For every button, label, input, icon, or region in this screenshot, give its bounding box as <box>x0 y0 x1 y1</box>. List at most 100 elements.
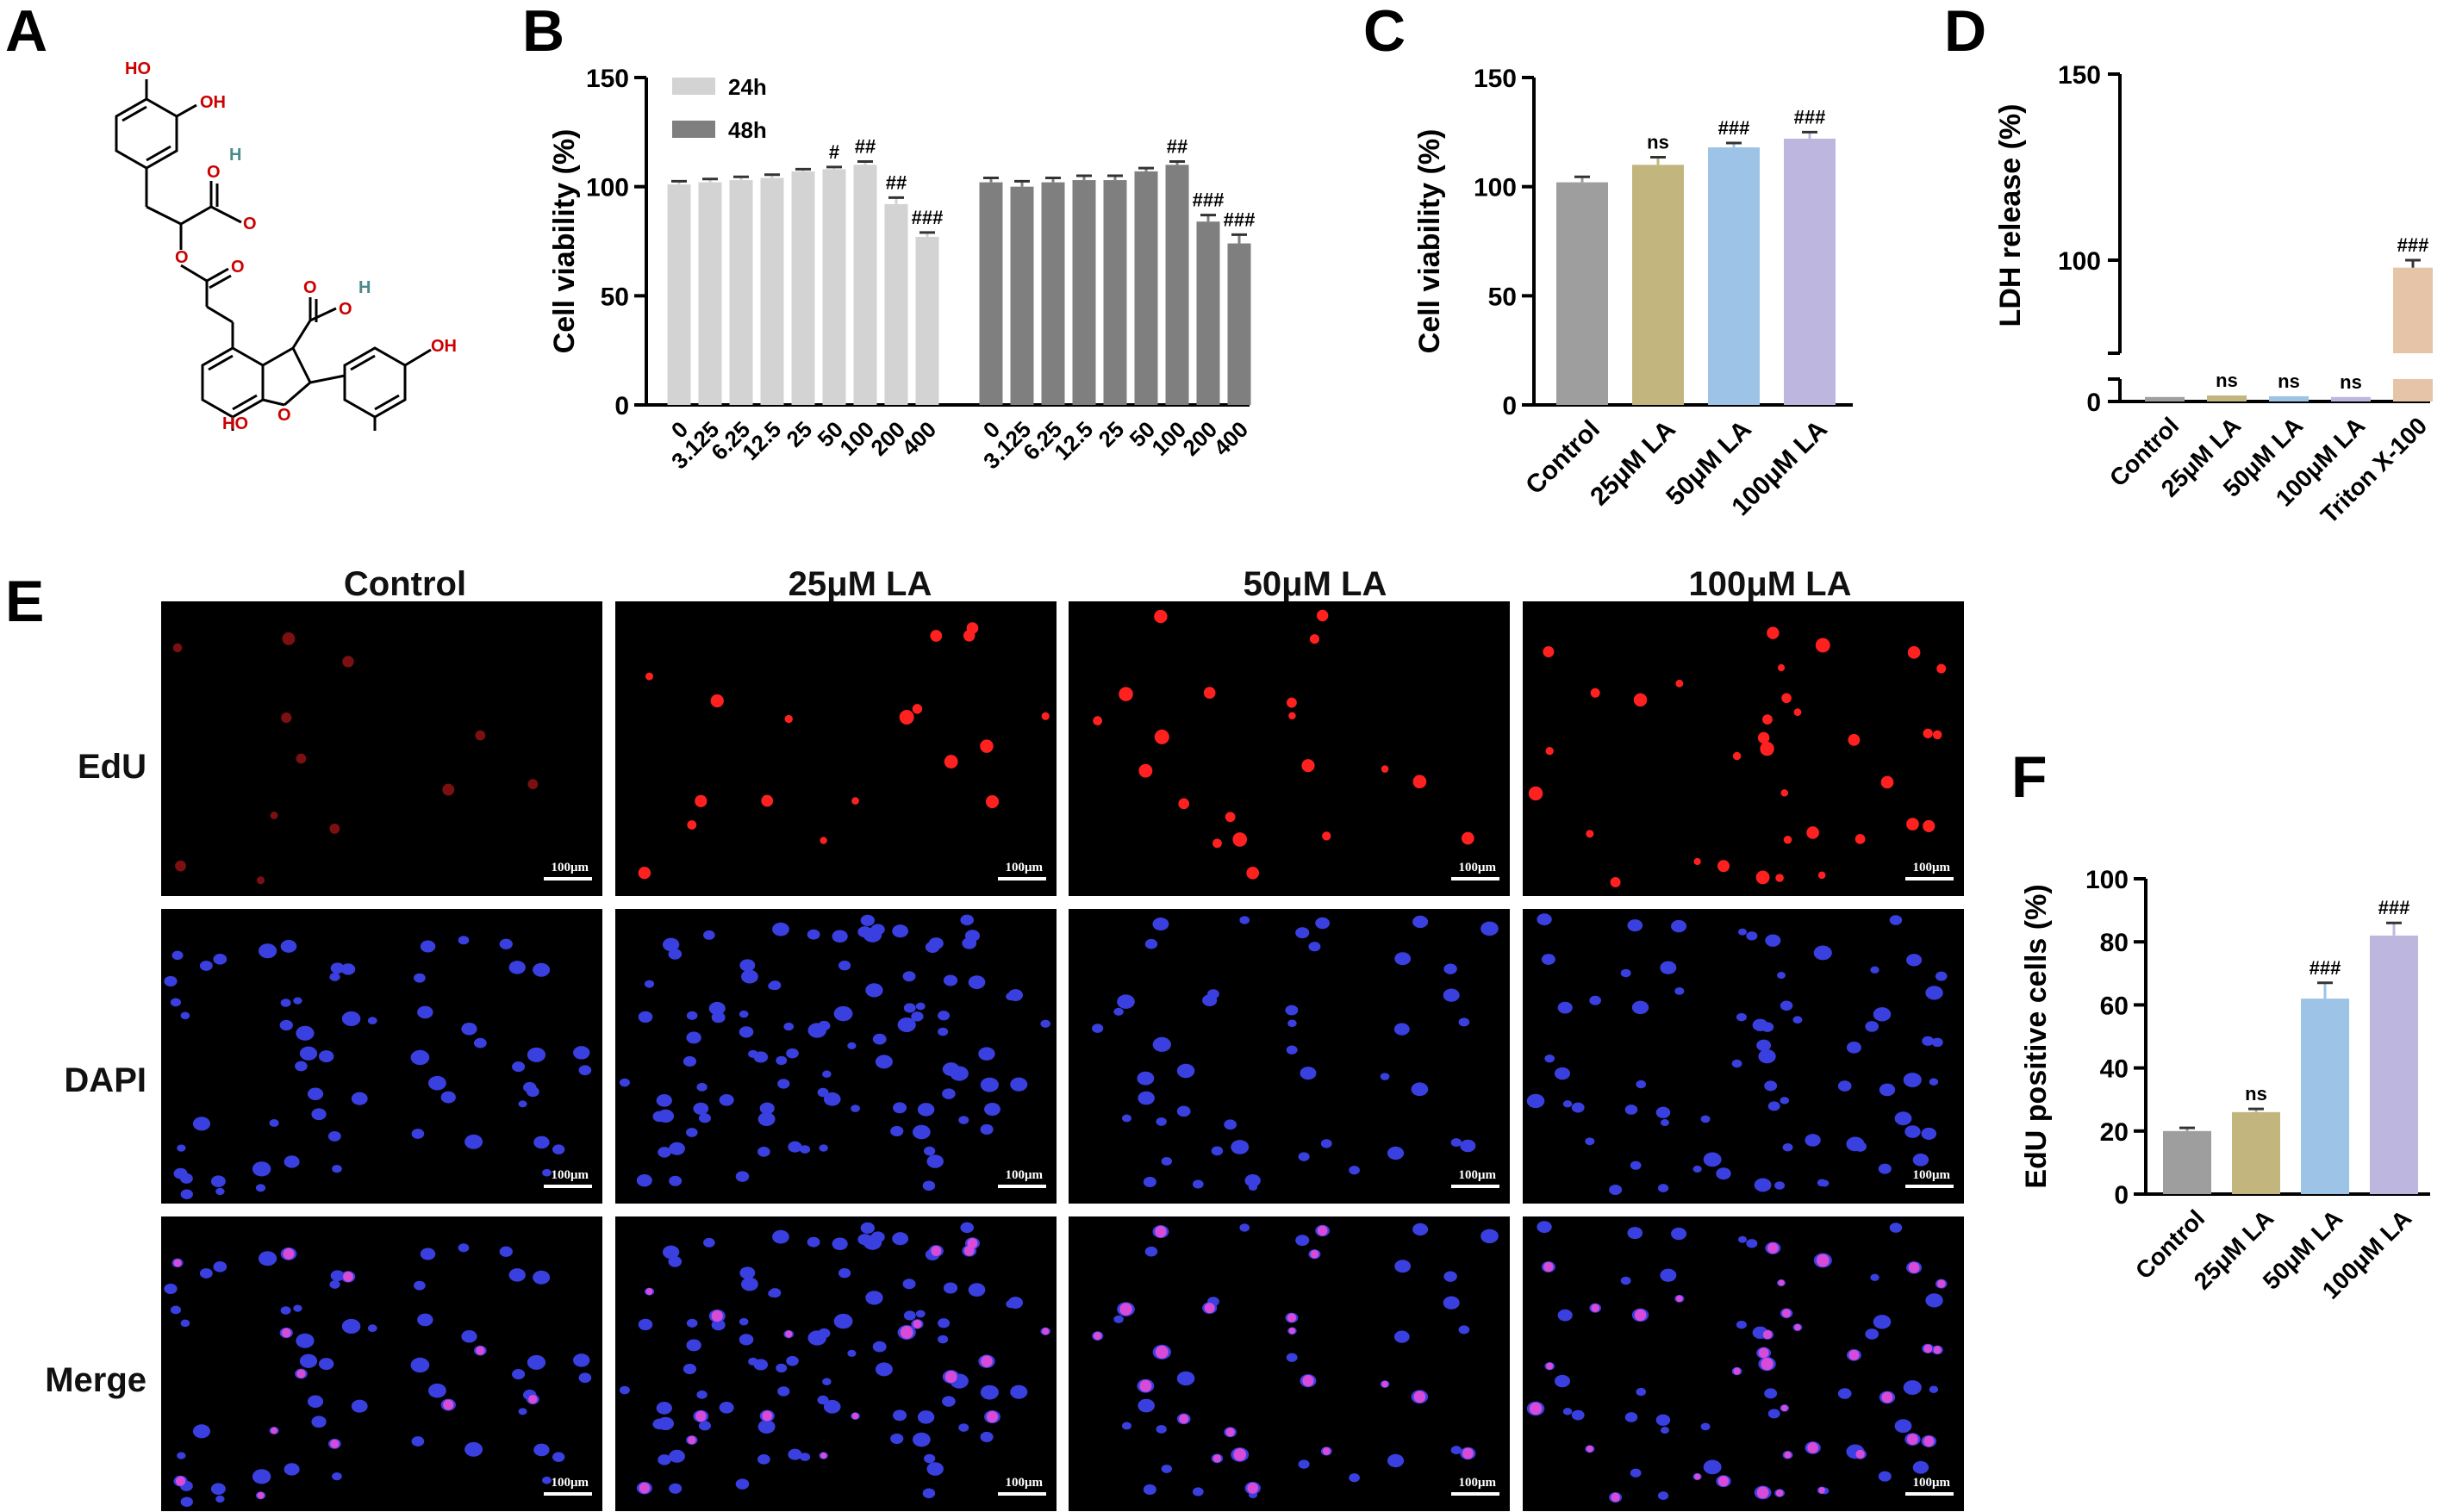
edu-nucleus <box>172 643 183 653</box>
y-tick-label: 40 <box>2100 1055 2129 1084</box>
dapi-nucleus <box>1121 1114 1131 1123</box>
merged-nucleus <box>1761 1357 1773 1371</box>
merged-nucleus <box>528 1394 538 1404</box>
merged-nucleus <box>1778 1279 1785 1286</box>
dapi-nucleus <box>902 971 916 982</box>
edu-nucleus <box>1760 741 1774 756</box>
dapi-nucleus <box>280 939 297 953</box>
y-tick-label: 100 <box>2058 247 2101 276</box>
dapi-nucleus <box>526 1086 539 1098</box>
dapi-nucleus <box>1589 995 1602 1005</box>
dapi-nucleus <box>926 1462 944 1476</box>
dapi-nucleus <box>578 1065 592 1076</box>
column-title-50um: 50μM LA <box>1243 565 1387 603</box>
dapi-nucleus <box>1143 1176 1156 1187</box>
scale-bar-label: 100μm <box>1458 861 1497 874</box>
dapi-nucleus <box>658 1454 671 1465</box>
dapi-nucleus <box>851 1104 860 1112</box>
atom-label: OH <box>200 93 226 112</box>
dapi-nucleus <box>960 1222 974 1234</box>
significance-label: ns <box>2278 370 2300 392</box>
dapi-nucleus <box>686 1128 698 1137</box>
dapi-nucleus <box>1544 1055 1555 1063</box>
legend-label: 24h <box>728 74 767 100</box>
dapi-nucleus <box>1765 934 1781 947</box>
edu-nucleus <box>1119 687 1133 701</box>
dapi-nucleus <box>807 1236 820 1248</box>
dapi-nucleus <box>1774 1181 1786 1190</box>
y-tick-label: 80 <box>2100 929 2129 957</box>
x-tick-label: 12.5 <box>737 416 786 465</box>
dapi-nucleus <box>351 1399 368 1413</box>
edu-nucleus <box>944 755 958 768</box>
bar <box>1041 182 1065 405</box>
dapi-nucleus <box>410 1049 430 1066</box>
dapi-nucleus <box>832 1237 848 1251</box>
micrograph-image <box>619 914 1050 1192</box>
dapi-nucleus <box>332 1164 342 1173</box>
dapi-nucleus <box>329 1280 340 1289</box>
dapi-nucleus <box>458 936 470 945</box>
dapi-nucleus <box>735 1171 750 1182</box>
dapi-nucleus <box>512 1061 526 1073</box>
edu-nucleus <box>281 712 292 724</box>
dapi-nucleus <box>926 1154 944 1168</box>
dapi-nucleus <box>1541 954 1555 965</box>
edu-nucleus <box>1545 747 1554 756</box>
dapi-nucleus <box>1703 1152 1722 1167</box>
merged-nucleus <box>443 1399 454 1410</box>
dapi-nucleus <box>950 1066 969 1081</box>
merged-nucleus <box>1302 1375 1314 1387</box>
y-tick-label: 20 <box>2100 1118 2129 1147</box>
dapi-nucleus <box>807 929 820 940</box>
dapi-nucleus <box>1931 1037 1943 1048</box>
edu-nucleus <box>820 837 827 844</box>
dapi-nucleus <box>1298 1459 1310 1469</box>
micrograph-image <box>1528 626 1954 887</box>
micrograph-dapi-3: 100μm <box>1523 909 1964 1204</box>
edu-nucleus <box>475 730 486 741</box>
dapi-nucleus <box>753 1359 769 1371</box>
dapi-nucleus <box>499 938 513 949</box>
bar <box>1010 186 1034 405</box>
dapi-nucleus <box>1121 1422 1131 1430</box>
atom-label: O <box>277 406 291 425</box>
dapi-nucleus <box>903 1003 916 1013</box>
merged-nucleus <box>283 1248 295 1260</box>
edu-nucleus <box>1854 833 1866 844</box>
atom-label: O <box>243 215 257 233</box>
dapi-nucleus <box>1870 966 1879 974</box>
merged-nucleus <box>785 1330 793 1338</box>
dapi-nucleus <box>958 1423 969 1432</box>
dapi-nucleus <box>1624 1412 1638 1422</box>
merged-nucleus <box>1733 1367 1741 1375</box>
dapi-nucleus <box>542 1168 552 1177</box>
edu-nucleus <box>1381 765 1389 773</box>
dapi-nucleus <box>1692 1165 1702 1173</box>
atom-label: O <box>303 278 317 297</box>
micrograph-image <box>172 632 592 885</box>
column-title-25um: 25μM LA <box>788 565 932 603</box>
dapi-nucleus <box>978 1047 995 1061</box>
merged-nucleus <box>271 1427 277 1434</box>
dapi-nucleus <box>860 914 876 926</box>
bar <box>1072 180 1096 406</box>
y-tick-label: 60 <box>2100 992 2129 1020</box>
dapi-nucleus <box>414 1280 426 1291</box>
dapi-nucleus <box>1117 994 1135 1009</box>
scale-bar <box>998 877 1046 880</box>
dapi-nucleus <box>1674 986 1685 995</box>
merged-nucleus <box>1094 1331 1102 1341</box>
edu-nucleus <box>1793 708 1802 717</box>
scale-bar-label: 100μm <box>1005 1476 1044 1490</box>
micrograph-image <box>1092 915 1499 1192</box>
dapi-nucleus <box>307 1395 324 1409</box>
dapi-nucleus <box>757 1420 776 1434</box>
legend-label: 48h <box>728 117 767 143</box>
scale-bar <box>1905 877 1954 880</box>
dapi-nucleus <box>518 1408 527 1416</box>
dapi-nucleus <box>980 1077 999 1092</box>
atom-label: O <box>339 300 352 319</box>
dapi-nucleus <box>1562 1408 1573 1416</box>
merged-nucleus <box>1381 1380 1388 1388</box>
